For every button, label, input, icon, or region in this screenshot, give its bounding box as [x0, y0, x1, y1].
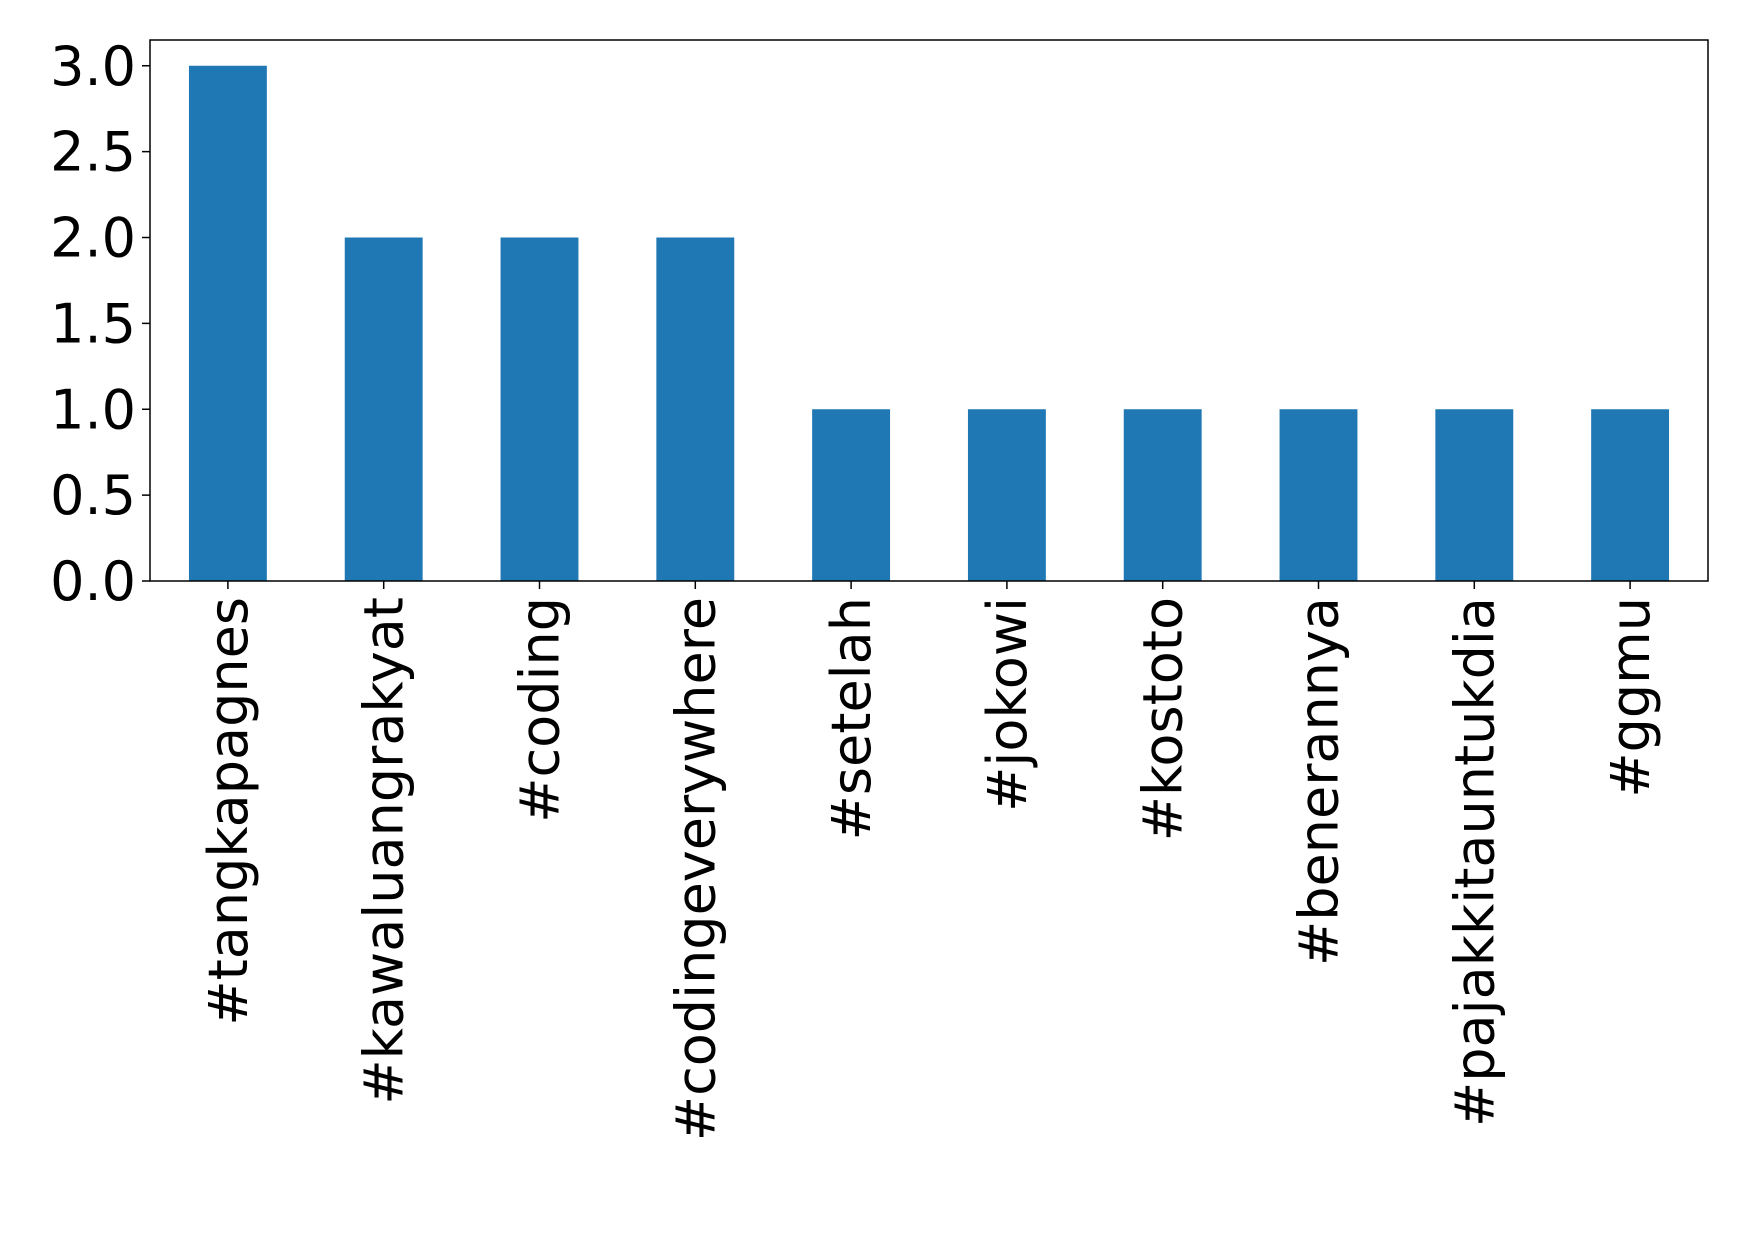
y-tick-label: 1.5: [50, 292, 136, 355]
y-tick-label: 3.0: [50, 35, 136, 98]
bar: [1279, 409, 1358, 581]
bar: [656, 237, 735, 581]
x-tick-label: #setelah: [820, 597, 883, 840]
x-tick-label: #tangkapagnes: [197, 597, 260, 1026]
x-tick-label: #kostoto: [1132, 597, 1195, 841]
bar: [1435, 409, 1514, 581]
bar: [344, 237, 423, 581]
x-tick-label: #kawaluangrakyat: [353, 597, 416, 1105]
y-tick-label: 2.5: [50, 121, 136, 184]
y-tick-label: 0.5: [50, 464, 136, 527]
bar: [1123, 409, 1202, 581]
x-tick-label: #ggmu: [1599, 597, 1662, 798]
x-tick-label: #codingeverywhere: [664, 597, 727, 1141]
bar: [812, 409, 891, 581]
bar: [1591, 409, 1670, 581]
x-tick-label: #benerannya: [1288, 597, 1351, 966]
x-tick-label: #pajakkitauntukdia: [1443, 597, 1506, 1127]
bar: [500, 237, 579, 581]
x-tick-label: #coding: [509, 597, 572, 823]
x-tick-label: #jokowi: [976, 597, 1039, 812]
plot-frame: [149, 39, 1709, 582]
y-tick-label: 2.0: [50, 207, 136, 270]
bar: [967, 409, 1046, 581]
bar: [188, 65, 267, 581]
y-tick-label: 1.0: [50, 378, 136, 441]
y-tick-label: 0.0: [50, 550, 136, 613]
